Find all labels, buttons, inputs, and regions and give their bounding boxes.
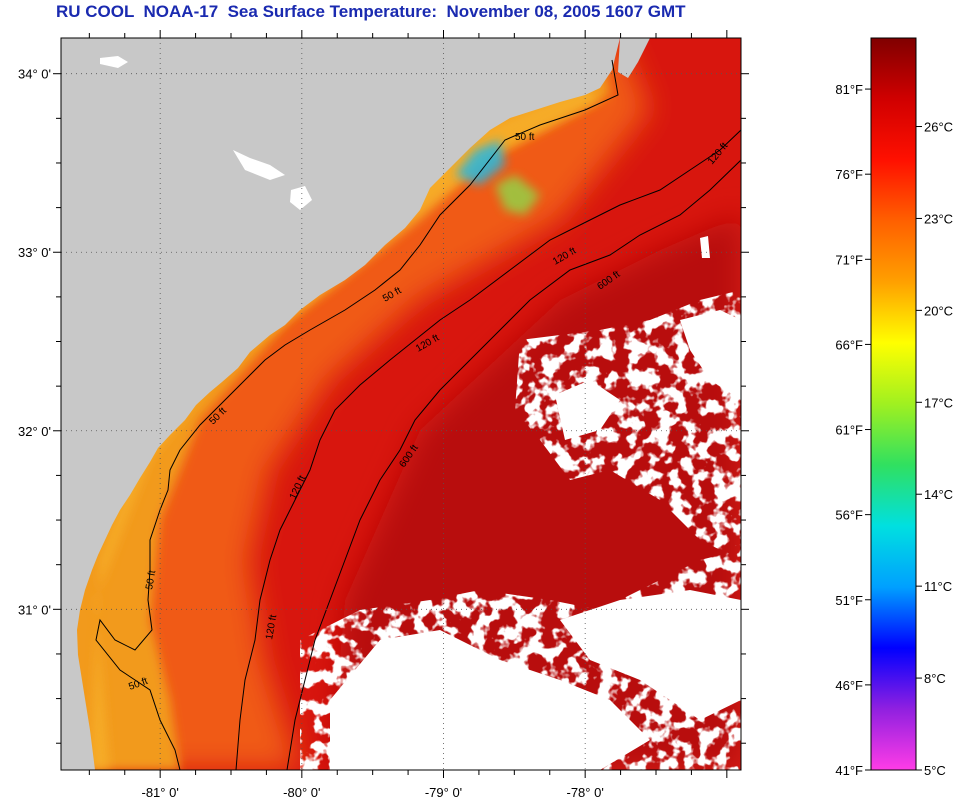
- graticule: [61, 38, 741, 770]
- lat-tick-label: 32° 0': [18, 424, 51, 439]
- lat-tick-label: 33° 0': [18, 245, 51, 260]
- isobaths: [95, 59, 741, 770]
- colorbar-f-label: 71°F: [835, 252, 863, 267]
- green-patch: [495, 175, 540, 215]
- colorbar-f-label: 81°F: [835, 82, 863, 97]
- isobath-600ft: [286, 159, 741, 770]
- isobath-50ft: [95, 59, 619, 770]
- isobath-label-50-d: 50 ft: [144, 569, 158, 590]
- colorbar-f-label: 66°F: [835, 337, 863, 352]
- colorbar-c-label: 11°C: [924, 579, 952, 594]
- axis-tick-labels: 34° 0' 33° 0' 32° 0' 31° 0' -81° 0' -80° 0' -7…: [18, 67, 604, 800]
- colorbar-f-label: 51°F: [835, 593, 863, 608]
- colorbar-f-label: 46°F: [835, 678, 863, 693]
- isobath-label-120-d: 120 ft: [264, 614, 279, 641]
- colorbar-f-label: 41°F: [835, 763, 863, 778]
- colorbar-c-label: 14°C: [924, 487, 953, 502]
- isobath-label-50: 50 ft: [515, 132, 535, 143]
- lat-tick-label: 34° 0': [18, 67, 51, 82]
- colorbar-f-label: 56°F: [835, 508, 863, 523]
- lon-tick-label: -79° 0': [425, 785, 462, 800]
- lat-tick-label: 31° 0': [18, 602, 51, 617]
- map-frame: [60, 37, 742, 771]
- lon-tick-label: -81° 0': [142, 785, 179, 800]
- cold-patch: [455, 140, 505, 185]
- axis-ticks: [53, 30, 749, 778]
- land-cape: [618, 38, 650, 78]
- colorbar-c-label: 17°C: [924, 395, 953, 410]
- colorbar-c-label: 23°C: [924, 211, 953, 226]
- colorbar-c-label: 20°C: [924, 303, 953, 318]
- colorbar-f-label: 61°F: [835, 423, 863, 438]
- colorbar-c-label: 26°C: [924, 120, 953, 135]
- colorbar-f-label: 76°F: [835, 167, 863, 182]
- colorbar-gradient: [870, 37, 917, 771]
- isobath-120ft: [235, 129, 741, 770]
- land: [61, 38, 620, 770]
- colorbar-c-label: 5°C: [924, 763, 946, 778]
- map-title: RU COOL NOAA-17 Sea Surface Temperature:…: [56, 2, 686, 21]
- colorbar-c-label: 8°C: [924, 671, 946, 686]
- lon-tick-label: -78° 0': [567, 785, 604, 800]
- cloud-mask: [100, 56, 741, 770]
- lon-tick-label: -80° 0': [283, 785, 320, 800]
